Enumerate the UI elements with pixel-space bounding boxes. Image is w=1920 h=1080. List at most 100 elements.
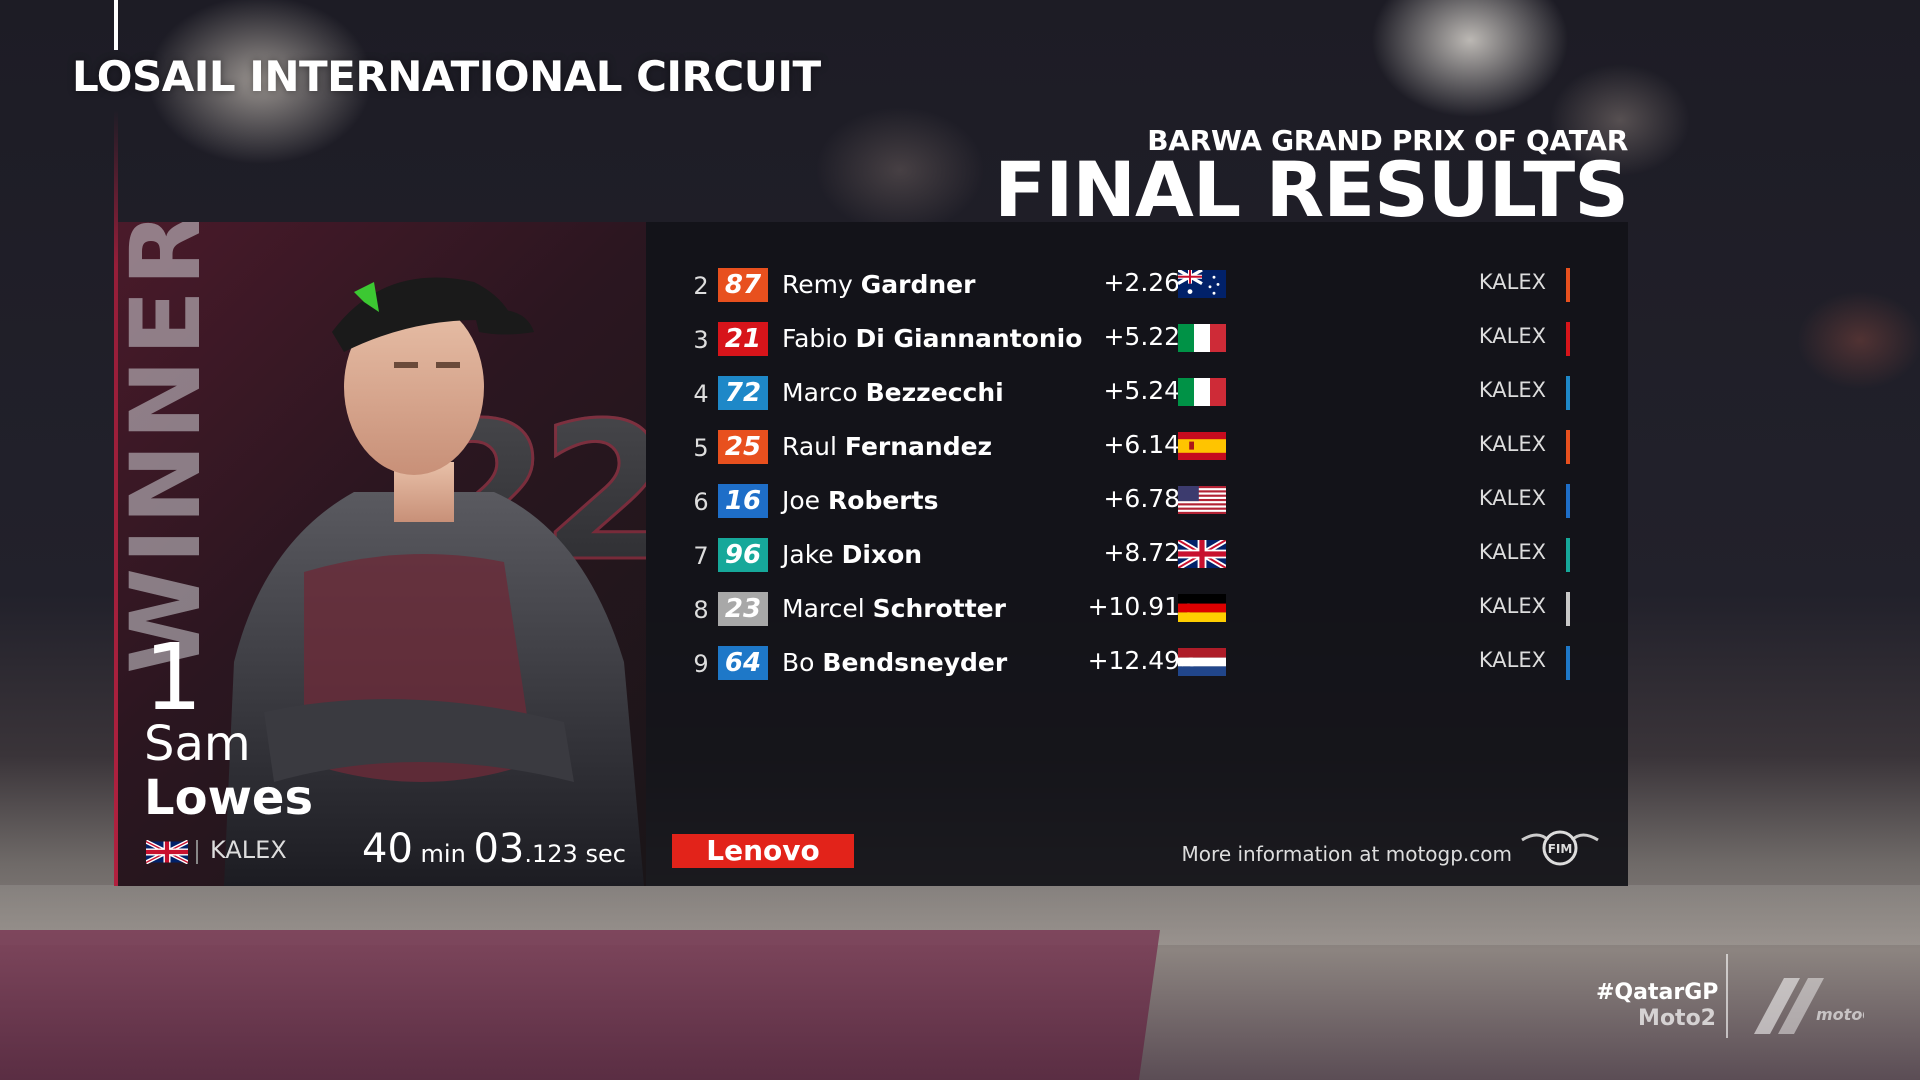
winner-last-name: Lowes — [144, 770, 314, 826]
team-color-bar — [1566, 322, 1570, 356]
netherlands-flag-icon — [1178, 648, 1226, 676]
rider-number-badge: 72 — [718, 376, 768, 410]
rider-first-name: Joe — [782, 486, 821, 515]
rider-name: Fabio Di Giannantonio — [782, 324, 1082, 353]
result-row: 4 72 Marco Bezzecchi +5.241 KALEX — [646, 370, 1628, 420]
rider-first-name: Marco — [782, 378, 858, 407]
gap-to-winner: +10.911 — [1087, 592, 1196, 621]
result-row: 6 16 Joe Roberts +6.786 KALEX — [646, 478, 1628, 528]
rider-last-name: Fernandez — [844, 432, 993, 461]
rider-first-name: Marcel — [782, 594, 865, 623]
team-name: KALEX — [1478, 486, 1546, 510]
team-name: KALEX — [1478, 270, 1546, 294]
circuit-name: LOSAIL INTERNATIONAL CIRCUIT — [72, 52, 821, 101]
svg-text:motoGP: motoGP — [1816, 1005, 1864, 1024]
hashtag: #QatarGP — [1596, 980, 1719, 1005]
rider-number-badge: 64 — [718, 646, 768, 680]
result-row: 9 64 Bo Bendsneyder +12.493 KALEX — [646, 640, 1628, 690]
result-position: 3 — [693, 326, 709, 354]
result-row: 5 25 Raul Fernandez +6.145 KALEX — [646, 424, 1628, 474]
team-color-bar — [1566, 376, 1570, 410]
result-position: 8 — [693, 596, 709, 624]
team-name: KALEX — [1478, 648, 1546, 672]
rider-name: Remy Gardner — [782, 270, 975, 299]
rider-first-name: Raul — [782, 432, 837, 461]
corner-divider — [1726, 954, 1728, 1038]
motogp-logo-icon: motoGP — [1754, 978, 1864, 1034]
winner-separator — [196, 840, 198, 864]
team-color-bar — [1566, 646, 1570, 680]
results-panel: 2 87 Remy Gardner +2.260 KALEX 3 21 Fabio Di Gi… — [646, 222, 1628, 886]
winner-label: WINNER — [118, 222, 223, 674]
result-row: 7 96 Jake Dixon +8.721 KALEX — [646, 532, 1628, 582]
track-kerb-red — [0, 930, 1161, 1080]
rider-name: Marco Bezzecchi — [782, 378, 1004, 407]
team-color-bar — [1566, 430, 1570, 464]
event-name: BARWA GRAND PRIX OF QATAR — [1147, 124, 1628, 157]
rider-last-name: Gardner — [860, 270, 976, 299]
gap-to-winner: +12.493 — [1087, 646, 1196, 675]
rider-number-badge: 96 — [718, 538, 768, 572]
result-row: 8 23 Marcel Schrotter +10.911 KALEX — [646, 586, 1628, 636]
winner-panel: WINNER 22 1 Sa — [118, 222, 646, 886]
rider-name: Raul Fernandez — [782, 432, 992, 461]
result-position: 6 — [693, 488, 709, 516]
sponsor-logo: Lenovo — [672, 834, 854, 868]
result-position: 7 — [693, 542, 709, 570]
rider-number-badge: 16 — [718, 484, 768, 518]
winner-team: KALEX — [210, 836, 287, 864]
rider-last-name: Schrotter — [872, 594, 1006, 623]
spain-flag-icon — [1178, 432, 1226, 460]
winner-position: 1 — [144, 624, 203, 731]
italy-flag-icon — [1178, 378, 1226, 406]
result-row: 3 21 Fabio Di Giannantonio +5.228 KALEX — [646, 316, 1628, 366]
result-position: 2 — [693, 272, 709, 300]
germany-flag-icon — [1178, 594, 1226, 622]
rider-first-name: Jake — [782, 540, 834, 569]
rider-last-name: Di Giannantonio — [855, 324, 1083, 353]
more-info-text: More information at motogp.com — [1181, 842, 1512, 866]
fim-logo-icon: FIM — [1521, 830, 1599, 866]
winner-race-time: 40 min 03.123 sec — [362, 826, 626, 872]
uk-flag-icon — [146, 840, 188, 864]
uk-flag-icon — [1178, 540, 1226, 568]
accent-line-red — [114, 110, 118, 886]
rider-number-badge: 25 — [718, 430, 768, 464]
team-name: KALEX — [1478, 324, 1546, 348]
rider-name: Bo Bendsneyder — [782, 648, 1007, 677]
result-position: 4 — [693, 380, 709, 408]
winner-first-name: Sam — [144, 716, 251, 772]
rider-last-name: Bezzecchi — [865, 378, 1004, 407]
rider-name: Marcel Schrotter — [782, 594, 1006, 623]
team-color-bar — [1566, 592, 1570, 626]
australia-flag-icon — [1178, 270, 1226, 298]
results-board: WINNER 22 1 Sa — [118, 222, 1628, 886]
rider-first-name: Remy — [782, 270, 853, 299]
rider-photo-icon — [224, 277, 644, 886]
rider-first-name: Bo — [782, 648, 815, 677]
rider-number-badge: 21 — [718, 322, 768, 356]
team-name: KALEX — [1478, 594, 1546, 618]
rider-name: Joe Roberts — [782, 486, 938, 515]
rider-name: Jake Dixon — [782, 540, 922, 569]
team-color-bar — [1566, 268, 1570, 302]
team-name: KALEX — [1478, 432, 1546, 456]
result-position: 5 — [693, 434, 709, 462]
usa-flag-icon — [1178, 486, 1226, 514]
result-position: 9 — [693, 650, 709, 678]
rider-first-name: Fabio — [782, 324, 848, 353]
team-color-bar — [1566, 484, 1570, 518]
page-title: FINAL RESULTS — [994, 145, 1629, 234]
accent-line-top — [114, 0, 118, 50]
class-label: Moto2 — [1638, 1006, 1716, 1031]
rider-last-name: Bendsneyder — [822, 648, 1008, 677]
team-color-bar — [1566, 538, 1570, 572]
rider-last-name: Dixon — [841, 540, 923, 569]
rider-number-badge: 23 — [718, 592, 768, 626]
result-row: 2 87 Remy Gardner +2.260 KALEX — [646, 262, 1628, 312]
rider-number-badge: 87 — [718, 268, 768, 302]
italy-flag-icon — [1178, 324, 1226, 352]
team-name: KALEX — [1478, 540, 1546, 564]
team-name: KALEX — [1478, 378, 1546, 402]
rider-last-name: Roberts — [828, 486, 939, 515]
